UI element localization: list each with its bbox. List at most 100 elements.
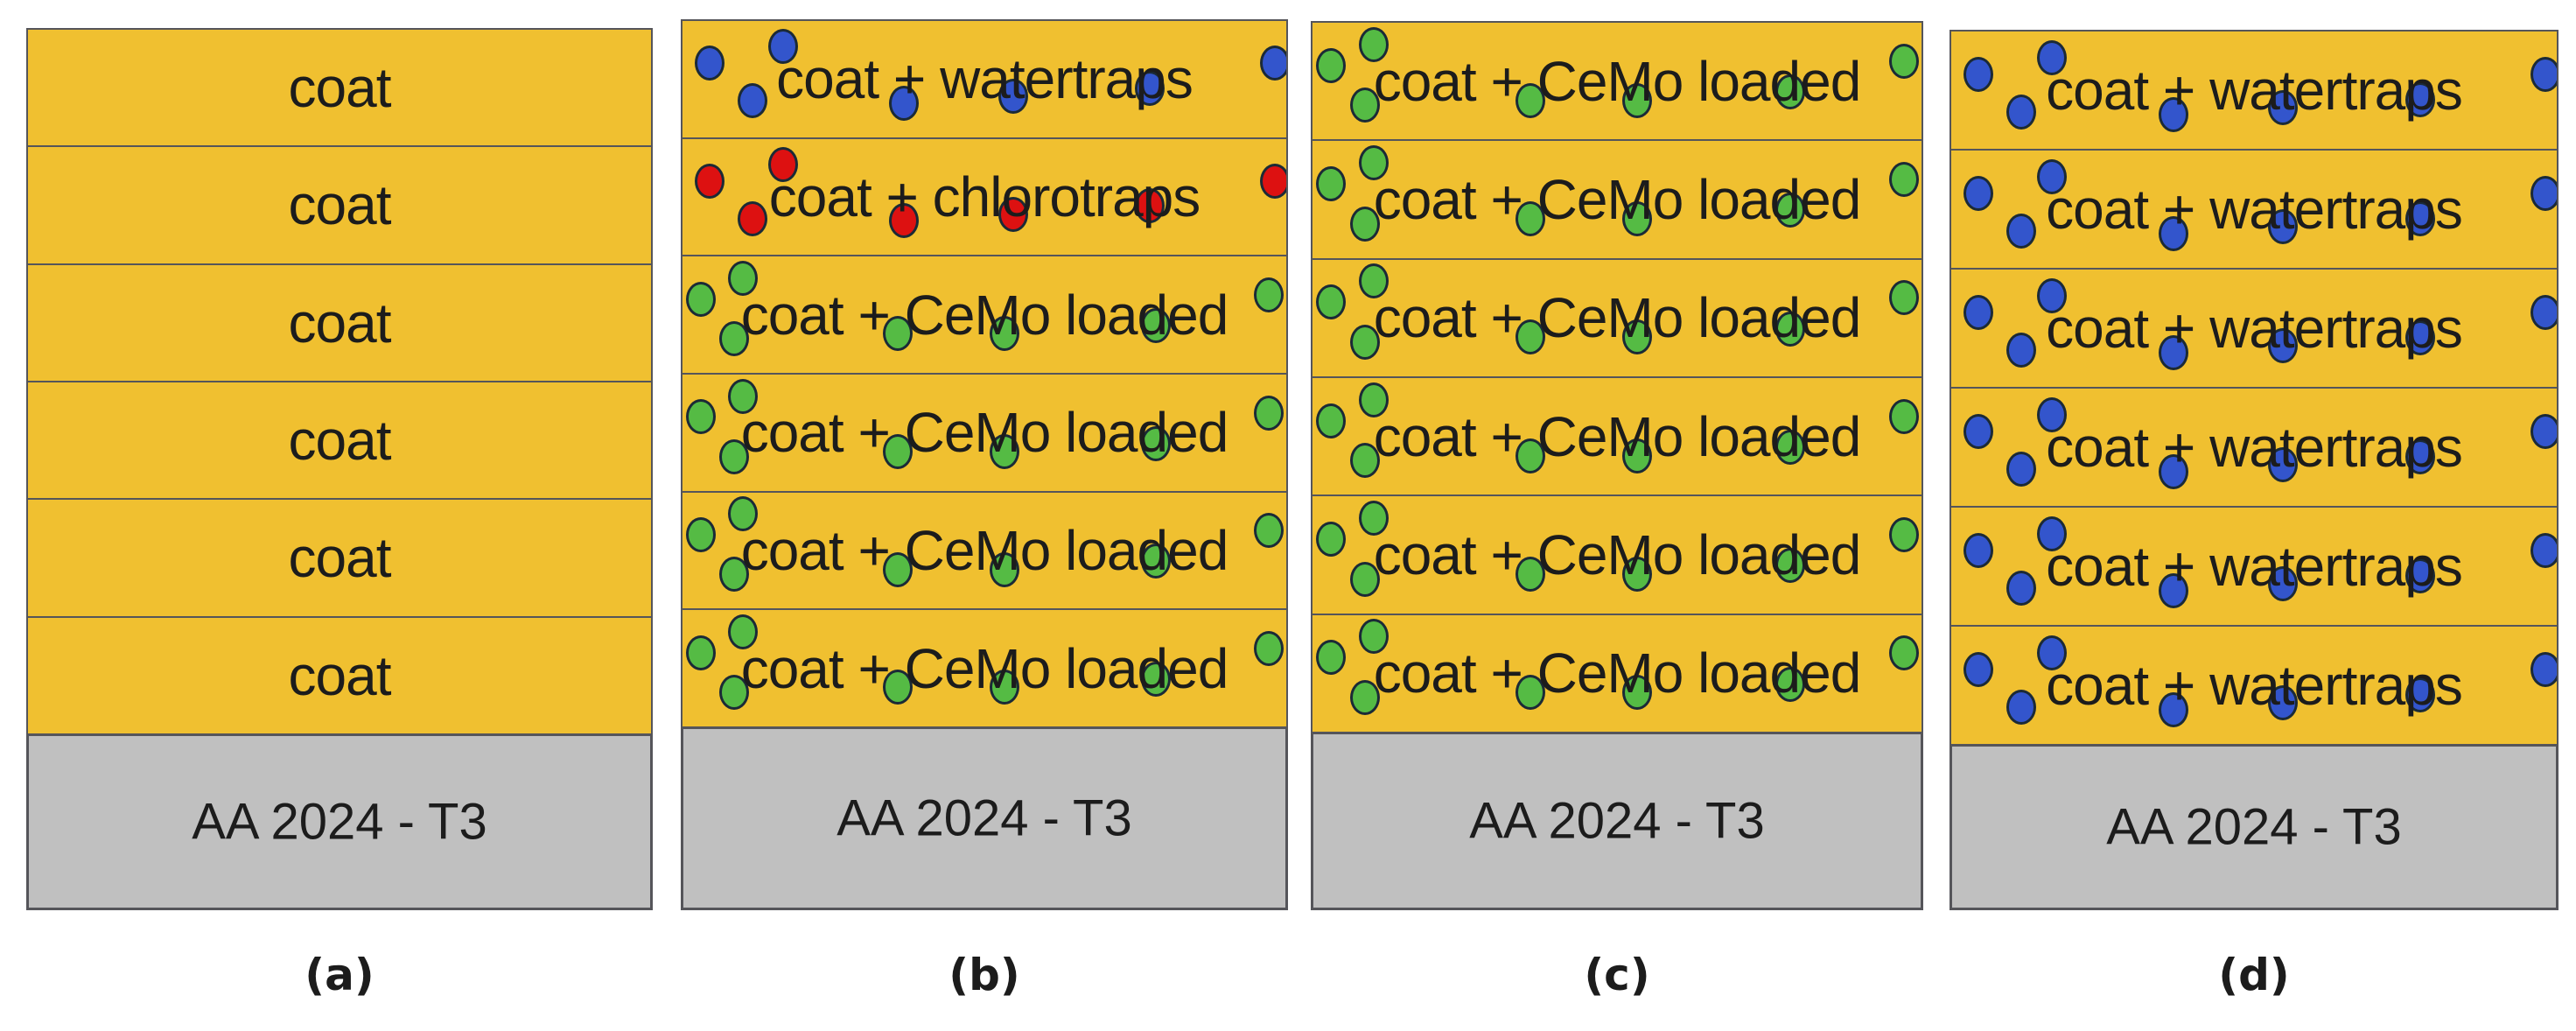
chlorotrap-particle <box>889 203 920 239</box>
substrate-block: AA 2024 - T3 <box>1311 732 1923 910</box>
substrate-label: AA 2024 - T3 <box>1469 792 1765 850</box>
cemo-particle <box>1622 82 1652 118</box>
coating-layer: coat + watertraps <box>1950 149 2558 270</box>
layer-label: coat <box>288 409 392 473</box>
cemo-particle <box>1622 675 1652 711</box>
cemo-particle <box>1316 403 1346 438</box>
coating-layer: coat + CeMo loaded <box>681 255 1288 375</box>
watertrap-particle <box>1964 651 1994 687</box>
panel-caption: (d) <box>2218 950 2290 1000</box>
cemo-particle <box>728 614 759 650</box>
cemo-particle <box>1515 82 1545 118</box>
cemo-particle <box>1359 619 1389 655</box>
coating-layer: coat + watertraps <box>1950 30 2558 151</box>
substrate-label: AA 2024 - T3 <box>2106 798 2402 856</box>
layer-label: coat + watertraps <box>2046 297 2463 360</box>
panel-d: coat + watertraps coat + watertraps coat +… <box>1950 0 2558 1031</box>
cemo-particle <box>1775 193 1805 228</box>
cemo-particle <box>1141 662 1172 698</box>
watertrap-particle <box>1135 70 1166 106</box>
watertrap-particle <box>2268 328 2299 364</box>
chlorotrap-particle <box>737 200 767 236</box>
cemo-particle <box>989 551 1019 587</box>
cemo-particle <box>883 551 914 587</box>
layer-label: coat + watertraps <box>2046 178 2463 241</box>
cemo-particle <box>1316 284 1346 320</box>
cemo-particle <box>1316 640 1346 676</box>
cemo-particle <box>685 399 716 435</box>
panel-b: coat + watertraps coat + chlorotraps coat … <box>681 0 1288 1031</box>
watertrap-particle <box>2404 558 2435 593</box>
cemo-particle <box>1622 319 1652 355</box>
coating-layer: coat <box>26 381 653 501</box>
cemo-particle <box>1316 47 1346 83</box>
watertrap-particle <box>2036 516 2067 551</box>
watertrap-particle <box>1259 46 1286 81</box>
coating-layer: coat + watertraps <box>1950 625 2558 746</box>
panel-caption: (a) <box>304 950 374 1000</box>
cemo-particle <box>685 281 716 317</box>
cemo-particle <box>1141 544 1172 579</box>
coating-layer: coat + watertraps <box>1950 506 2558 627</box>
cemo-particle <box>883 316 914 352</box>
cemo-particle <box>1316 521 1346 557</box>
cemo-particle <box>1359 382 1389 417</box>
cemo-particle <box>989 434 1019 470</box>
layer-label: coat + CeMo loaded <box>740 636 1229 700</box>
watertrap-particle <box>889 85 920 121</box>
watertrap-particle <box>2530 532 2557 568</box>
layer-label: coat <box>288 173 392 237</box>
layer-label: coat + watertraps <box>2046 59 2463 122</box>
cemo-particle <box>718 321 749 357</box>
watertrap-particle <box>2006 95 2037 130</box>
cemo-particle <box>1141 425 1172 461</box>
layer-label: coat + CeMo loaded <box>1373 49 1862 113</box>
cemo-particle <box>718 675 749 711</box>
watertrap-particle <box>695 46 725 81</box>
cemo-particle <box>1888 162 1919 198</box>
coating-layer: coat + watertraps <box>1950 268 2558 389</box>
watertrap-particle <box>1964 413 1994 449</box>
cemo-particle <box>728 261 759 297</box>
layer-label: coat + CeMo loaded <box>1373 167 1862 231</box>
cemo-particle <box>1349 561 1380 597</box>
coating-layer: coat <box>26 263 653 382</box>
substrate-label: AA 2024 - T3 <box>192 793 487 851</box>
cemo-particle <box>685 635 716 670</box>
cemo-particle <box>728 378 759 414</box>
substrate-block: AA 2024 - T3 <box>26 733 653 910</box>
cemo-particle <box>1349 680 1380 716</box>
layer-label: coat + CeMo loaded <box>1373 286 1862 350</box>
cemo-particle <box>685 517 716 553</box>
watertrap-particle <box>1964 532 1994 568</box>
substrate-label: AA 2024 - T3 <box>836 789 1132 847</box>
watertrap-particle <box>2036 277 2067 313</box>
cemo-particle <box>1359 26 1389 62</box>
chlorotrap-particle <box>1259 164 1286 200</box>
watertrap-particle <box>2006 333 2037 368</box>
cemo-particle <box>718 557 749 593</box>
cemo-particle <box>718 438 749 474</box>
watertrap-particle <box>1964 294 1994 330</box>
cemo-particle <box>1316 165 1346 201</box>
coating-layer: coat <box>26 615 653 735</box>
coating-layer: coat <box>26 145 653 265</box>
cemo-particle <box>1349 443 1380 479</box>
panel-caption: (b) <box>948 950 1020 1000</box>
cemo-particle <box>1775 74 1805 110</box>
chlorotrap-particle <box>1135 188 1166 224</box>
layer-label: coat + CeMo loaded <box>740 518 1229 582</box>
watertrap-particle <box>2404 319 2435 355</box>
cemo-particle <box>1253 277 1284 312</box>
chlorotrap-particle <box>998 196 1029 232</box>
watertrap-particle <box>1964 175 1994 211</box>
cemo-particle <box>1515 200 1545 236</box>
coating-layer: coat + watertraps <box>681 19 1288 139</box>
watertrap-particle <box>2036 396 2067 432</box>
watertrap-particle <box>2159 96 2189 132</box>
coating-layer: coat + CeMo loaded <box>1311 257 1923 378</box>
cemo-particle <box>1888 280 1919 316</box>
layer-label: coat + CeMo loaded <box>740 401 1229 465</box>
cemo-particle <box>1775 666 1805 702</box>
cemo-particle <box>1888 635 1919 671</box>
